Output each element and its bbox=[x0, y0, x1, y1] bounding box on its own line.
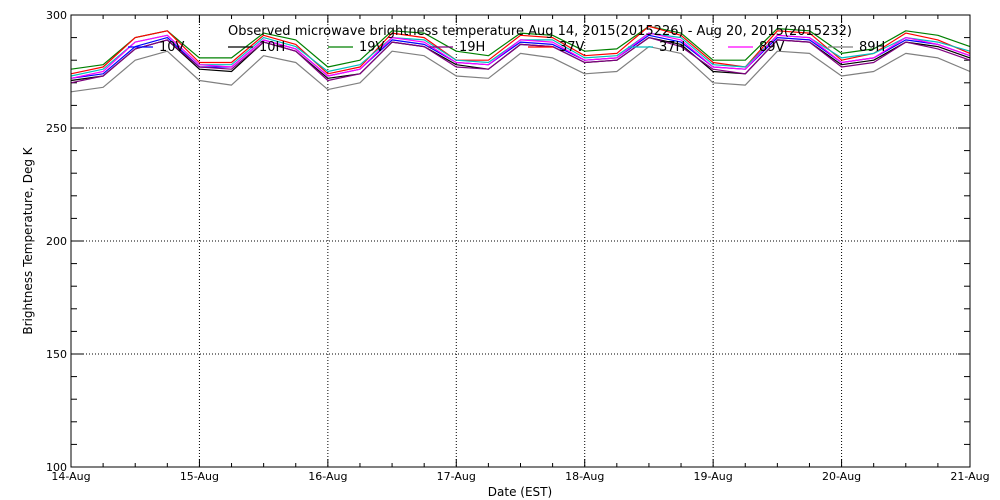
legend-label: 10V bbox=[159, 40, 185, 55]
series-line-10v bbox=[70, 34, 971, 79]
legend-label: 10H bbox=[259, 40, 285, 55]
chart-title: Observed microwave brightness temperatur… bbox=[228, 24, 852, 39]
x-tick-label: 20-Aug bbox=[822, 470, 861, 483]
series-line-89h bbox=[70, 45, 971, 93]
y-tick-label: 200 bbox=[46, 235, 67, 248]
x-tick-labels: 14-Aug 15-Aug 16-Aug 17-Aug 18-Aug 19-Aug 20-A… bbox=[51, 470, 989, 483]
x-tick-label: 14-Aug bbox=[51, 470, 90, 483]
y-tick-label: 250 bbox=[46, 122, 67, 135]
y-tick-label: 300 bbox=[46, 9, 67, 22]
legend-label: 19V bbox=[359, 40, 385, 55]
x-tick-label: 21-Aug bbox=[950, 470, 989, 483]
legend: 10V 10H 19V 19H 37V 37H 89V 89H bbox=[128, 40, 885, 55]
grid-lines bbox=[71, 15, 970, 467]
y-axis-label: Brightness Temperature, Deg K bbox=[21, 146, 35, 334]
x-tick-label: 15-Aug bbox=[180, 470, 219, 483]
x-tick-label: 19-Aug bbox=[694, 470, 733, 483]
series-line-37v bbox=[70, 25, 971, 75]
legend-label: 89V bbox=[759, 40, 785, 55]
legend-label: 89H bbox=[859, 40, 885, 55]
x-tick-label: 17-Aug bbox=[437, 470, 476, 483]
x-axis-label: Date (EST) bbox=[488, 485, 552, 499]
legend-label: 37H bbox=[659, 40, 685, 55]
legend-label: 19H bbox=[459, 40, 485, 55]
series-line-19h bbox=[70, 36, 971, 84]
y-tick-label: 100 bbox=[46, 461, 67, 474]
plot-frame bbox=[70, 14, 971, 468]
x-tick-label: 18-Aug bbox=[565, 470, 604, 483]
legend-label: 37V bbox=[559, 40, 585, 55]
x-tick-label: 16-Aug bbox=[308, 470, 347, 483]
series-lines bbox=[70, 25, 971, 93]
series-line-19v bbox=[70, 25, 971, 70]
y-tick-labels: 100 150 200 250 300 bbox=[46, 9, 67, 474]
series-line-89v bbox=[70, 32, 971, 79]
y-tick-label: 150 bbox=[46, 348, 67, 361]
